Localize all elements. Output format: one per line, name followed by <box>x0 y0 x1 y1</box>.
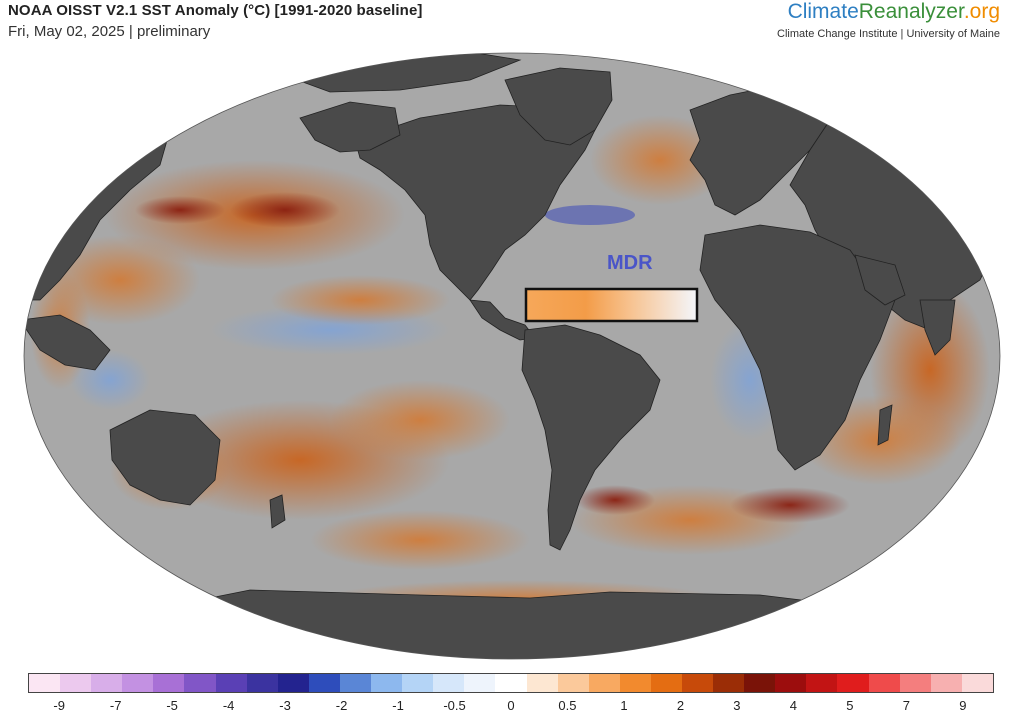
colorbar-swatch <box>713 674 745 692</box>
land-antarctica <box>24 589 1000 659</box>
colorbar-swatch <box>277 674 309 692</box>
colorbar-swatch <box>775 674 807 692</box>
colorbar-swatch <box>837 674 869 692</box>
colorbar-tick-label: -1 <box>392 698 404 713</box>
date-subtitle: Fri, May 02, 2025 | preliminary <box>8 23 211 40</box>
colorbar-swatch <box>371 674 403 692</box>
colorbar-swatch <box>495 674 527 692</box>
colorbar-tick-label: 0.5 <box>558 698 577 713</box>
colorbar-tick-label: 1 <box>620 698 628 713</box>
land-greenland <box>504 67 613 146</box>
colorbar-swatch <box>60 674 92 692</box>
colorbar-swatch <box>806 674 838 692</box>
colorbar-swatch <box>899 674 931 692</box>
mdr-label: MDR <box>607 252 653 274</box>
colorbar-swatch <box>215 674 247 692</box>
brand-part-climate: Climate <box>787 0 859 23</box>
world-map <box>23 52 1001 660</box>
colorbar-swatch <box>308 674 340 692</box>
colorbar-tick-label: 4 <box>789 698 798 713</box>
colorbar-swatch <box>433 674 465 692</box>
colorbar-swatch <box>681 674 714 692</box>
colorbar-tick-label: 3 <box>733 698 741 713</box>
brand-part-reanalyzer: Reanalyzer <box>858 0 964 23</box>
colorbar-swatch <box>402 674 434 692</box>
colorbar-tick-label: 0 <box>507 698 515 713</box>
brand-part-org: .org <box>963 0 1000 23</box>
land-south-america <box>521 324 661 551</box>
colorbar-tick-labels: -9 -7 -5 -4 -3 -2 -1 -0.5 0 0.5 1 2 3 4 5 7 9 <box>28 698 994 718</box>
colorbar-tick-label: 9 <box>959 698 967 713</box>
land-madagascar <box>877 404 893 446</box>
colorbar-swatch <box>122 674 154 692</box>
land-india <box>919 299 956 356</box>
colorbar-tick-label: 7 <box>902 698 910 713</box>
colorbar-swatch <box>744 674 776 692</box>
colorbar-swatch <box>153 674 185 692</box>
colorbar-swatch <box>184 674 216 692</box>
colorbar-tick-label: -3 <box>279 698 291 713</box>
colorbar-swatch <box>29 674 61 692</box>
colorbar-swatch <box>464 674 496 692</box>
colorbar-swatch <box>868 674 900 692</box>
colorbar-tick-label: 2 <box>676 698 685 713</box>
brand-tagline: Climate Change Institute | University of… <box>777 28 1000 40</box>
colorbar <box>28 673 994 693</box>
colorbar-swatch <box>339 674 372 692</box>
land-arabia <box>854 254 906 306</box>
colorbar-tick-label: -9 <box>53 698 65 713</box>
land-new-zealand <box>269 494 286 529</box>
land-southeast-asia <box>24 314 111 371</box>
colorbar-tick-label: -0.5 <box>443 698 466 713</box>
colorbar-swatch <box>619 674 651 692</box>
colorbar-tick-label: -4 <box>222 698 235 713</box>
globe-outline <box>23 52 1001 660</box>
colorbar-tick-label: 5 <box>846 698 854 713</box>
colorbar-swatch <box>91 674 123 692</box>
colorbar-swatch <box>526 674 558 692</box>
chart-title: NOAA OISST V2.1 SST Anomaly (°C) [1991-2… <box>8 2 423 19</box>
colorbar-swatch <box>961 674 993 692</box>
brand-logo[interactable]: ClimateReanalyzer.org <box>788 0 1000 24</box>
land-africa <box>699 224 896 471</box>
colorbar-tick-label: -5 <box>166 698 178 713</box>
land-alaska <box>299 101 401 153</box>
colorbar-swatch <box>930 674 962 692</box>
colorbar-tick-label: -7 <box>109 698 122 713</box>
colorbar-swatch <box>650 674 682 692</box>
colorbar-swatch <box>557 674 589 692</box>
colorbar-swatch <box>588 674 620 692</box>
colorbar-tick-label: -2 <box>335 698 348 713</box>
mdr-box[interactable] <box>524 287 699 323</box>
colorbar-swatch <box>246 674 278 692</box>
land-australia <box>109 409 221 506</box>
